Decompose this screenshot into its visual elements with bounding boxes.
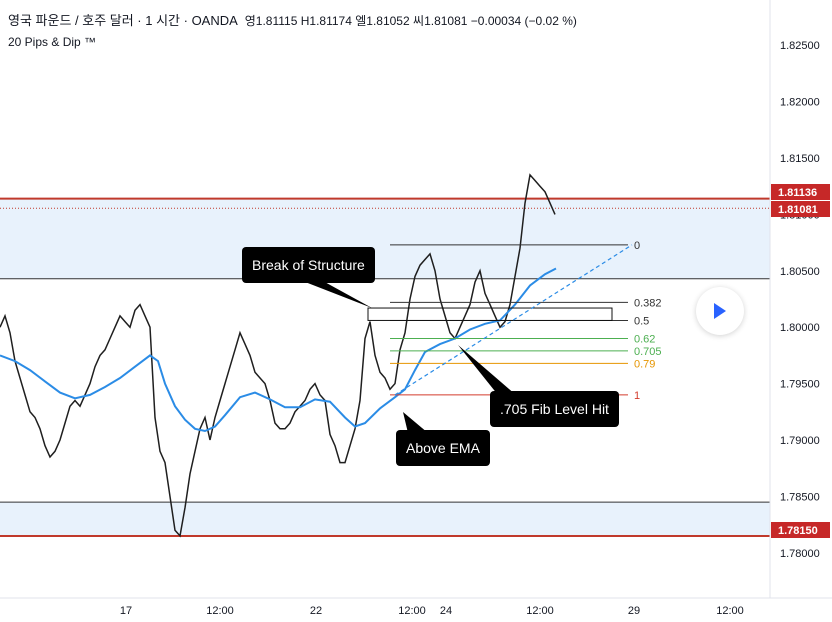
symbol-header: 영국 파운드 / 호주 달러 · 1 시간 · OANDA 영1.81115 H… [8,10,577,29]
ohlc-readout: 영1.81115 H1.81174 엘1.81052 씨1.81081 −0.0… [245,14,577,28]
bos-pointer [300,275,372,308]
fib-label-0.79: 0.79 [634,358,655,370]
zone-0 [0,198,770,279]
price-badge-bg [771,184,830,200]
price-badge-bg [771,522,830,538]
x-tick: 29 [628,605,640,617]
low-label: 엘 [355,14,367,28]
y-tick: 1.78500 [780,491,820,503]
y-tick: 1.82000 [780,97,820,109]
fib-label-0.382: 0.382 [634,297,662,309]
price-badges: 1.81136 1.81081 1.78150 [771,184,830,538]
y-tick: 1.80000 [780,322,820,334]
x-tick: 12:00 [398,605,426,617]
fib-label-0.5: 0.5 [634,315,649,327]
close-value: 1.81081 [424,14,468,28]
fib-label-1: 1 [634,390,640,402]
zone-1 [0,502,770,536]
above-ema-pointer [403,412,428,433]
low-value: 1.81052 [366,14,410,28]
y-tick: 1.81500 [780,153,820,165]
fib-label-0: 0 [634,240,640,252]
fib-hit-label: .705 Fib Level Hit [490,391,619,427]
play-button[interactable] [696,287,744,335]
above-ema-label: Above EMA [396,430,490,466]
bos-box [367,307,613,321]
x-tick: 24 [440,605,452,617]
x-tick: 22 [310,605,322,617]
price-badge: 1.78150 [778,525,818,537]
break-of-structure-label: Break of Structure [242,247,375,283]
annotation-pointers [300,275,516,433]
price-badge-bg [771,201,830,217]
fib-label-0.62: 0.62 [634,333,655,345]
x-tick: 12:00 [526,605,554,617]
price-badge: 1.81081 [778,204,818,216]
x-tick: 12:00 [716,605,744,617]
fib-label-0.705: 0.705 [634,346,662,358]
close-label: 씨 [413,14,425,28]
x-tick: 17 [120,605,132,617]
play-icon [714,303,726,319]
change-value: −0.00034 (−0.02 %) [470,14,577,28]
price-series [0,173,556,538]
price-badge: 1.81136 [778,187,817,199]
high-value: 1.81174 [309,14,352,28]
open-label: 영 [244,14,256,28]
price-path [0,173,556,538]
y-tick: 1.79500 [780,379,820,391]
y-tick: 1.82500 [780,40,820,52]
y-tick: 1.80500 [780,266,820,278]
y-tick: 1.78000 [780,548,820,560]
symbol-title[interactable]: 영국 파운드 / 호주 달러 · 1 시간 · OANDA [8,13,238,28]
indicator-label[interactable]: 20 Pips & Dip ™ [8,35,97,49]
x-tick: 12:00 [206,605,234,617]
fib-hit-pointer [458,345,516,395]
fib-trendline [394,244,633,396]
y-tick: 1.79000 [780,435,820,447]
high-label: H [300,14,310,28]
open-value: 1.81115 [255,14,298,28]
supply-demand-zones [0,197,770,537]
